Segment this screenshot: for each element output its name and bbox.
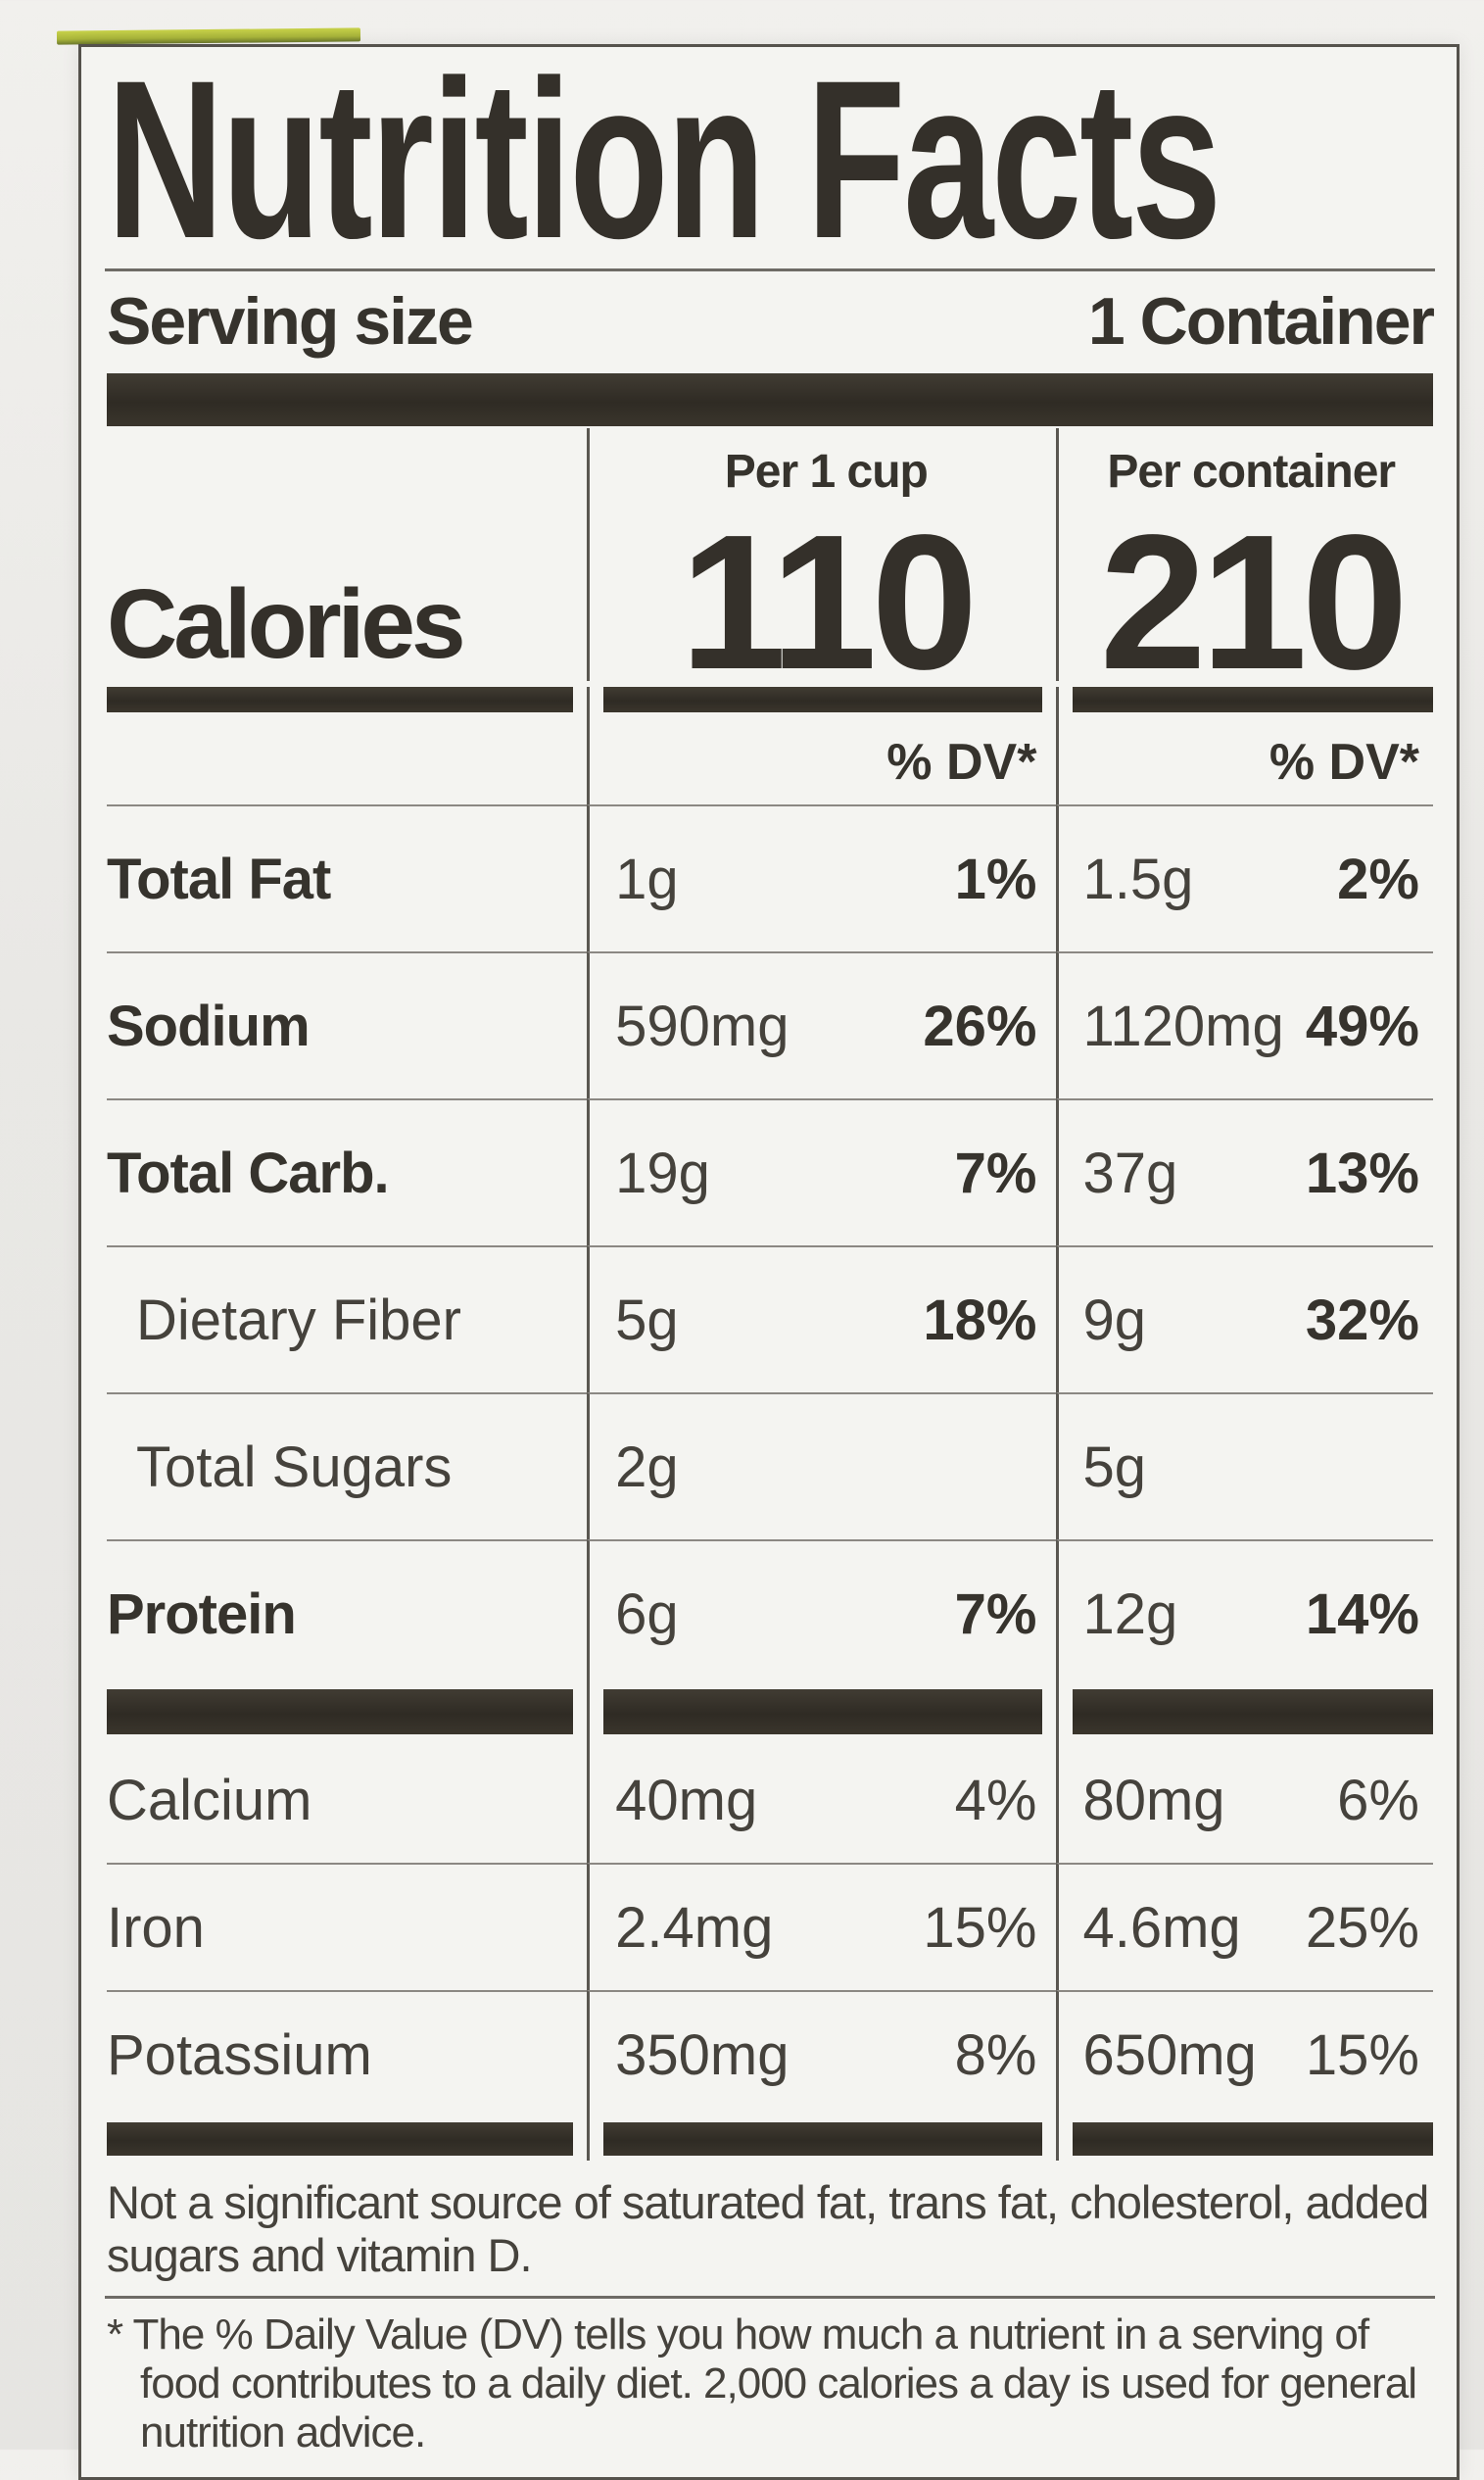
amount: 12g xyxy=(1082,1581,1178,1646)
daily-value: 15% xyxy=(1305,2022,1419,2087)
row-potassium-per-container: 650mg 15% xyxy=(1056,1990,1433,2117)
dv-header-per-container: % DV* xyxy=(1056,720,1433,804)
thick-separator-bar-mid-container xyxy=(1056,1686,1433,1737)
daily-value: 13% xyxy=(1305,1141,1419,1205)
row-dietary-fiber-per-container: 9g 32% xyxy=(1056,1245,1433,1392)
amount: 9g xyxy=(1082,1288,1146,1352)
daily-value: 15% xyxy=(923,1895,1037,1960)
daily-value: 8% xyxy=(954,2022,1037,2087)
row-calcium-per-cup: 40mg 4% xyxy=(587,1737,1056,1863)
daily-value: 7% xyxy=(954,1581,1037,1646)
row-total-carb-per-container: 37g 13% xyxy=(1056,1098,1433,1245)
amount: 80mg xyxy=(1082,1768,1225,1832)
dv-header-per-cup: % DV* xyxy=(587,720,1056,804)
row-sodium-per-container: 1120mg 49% xyxy=(1056,951,1433,1098)
amount: 590mg xyxy=(615,994,790,1058)
amount: 5g xyxy=(615,1288,679,1352)
row-protein-per-container: 12g 14% xyxy=(1056,1539,1433,1686)
amount: 4.6mg xyxy=(1082,1895,1241,1960)
amount: 2g xyxy=(615,1435,679,1499)
spacer-cell xyxy=(107,428,587,501)
row-name-iron: Iron xyxy=(107,1863,588,1990)
row-name-total-sugars: Total Sugars xyxy=(107,1392,588,1539)
row-name-dietary-fiber: Dietary Fiber xyxy=(107,1245,588,1392)
amount: 6g xyxy=(615,1581,679,1646)
daily-value: 18% xyxy=(923,1288,1037,1352)
calories-underline-cup xyxy=(587,687,1056,720)
thick-separator-bar-mid-cup xyxy=(587,1686,1056,1737)
serving-size-value: 1 Container xyxy=(1087,284,1435,359)
daily-value: 14% xyxy=(1305,1581,1419,1646)
amount: 19g xyxy=(615,1141,710,1205)
title-divider xyxy=(105,268,1435,271)
daily-value-footnote: * The % Daily Value (DV) tells you how m… xyxy=(107,2310,1417,2456)
row-total-fat-per-cup: 1g 1% xyxy=(587,804,1057,951)
daily-value: 6% xyxy=(1337,1768,1419,1832)
thick-separator-bar-top xyxy=(107,373,1433,426)
row-total-carb-per-cup: 19g 7% xyxy=(587,1098,1057,1245)
daily-value: 4% xyxy=(954,1768,1037,1832)
calories-label: Calories xyxy=(107,569,466,679)
column-header-per-container: Per container xyxy=(1056,428,1433,501)
row-name-potassium: Potassium xyxy=(107,1990,588,2117)
daily-value: 7% xyxy=(954,1141,1037,1205)
row-name-calcium: Calcium xyxy=(107,1768,312,1832)
daily-value: 26% xyxy=(923,994,1037,1058)
amount: 40mg xyxy=(615,1768,758,1832)
thick-separator-bar-bottom-container xyxy=(1056,2117,1433,2161)
daily-value: 25% xyxy=(1305,1895,1419,1960)
row-calcium-per-container: 80mg 6% xyxy=(1056,1737,1433,1863)
label-title: Nutrition Facts xyxy=(107,33,1221,285)
serving-size-label: Serving size xyxy=(107,284,474,359)
nutrition-table: Per 1 cup Per container Calories 110 210… xyxy=(107,428,1433,2161)
row-total-sugars-per-container: 5g xyxy=(1056,1392,1433,1539)
column-header-per-cup: Per 1 cup xyxy=(587,428,1056,501)
calories-underline-left xyxy=(107,687,587,720)
footnote-divider xyxy=(105,2296,1435,2299)
row-iron-per-container: 4.6mg 25% xyxy=(1056,1863,1433,1990)
row-total-fat-per-container: 1.5g 2% xyxy=(1056,804,1433,951)
amount: 350mg xyxy=(615,2022,790,2087)
daily-value: 49% xyxy=(1305,994,1419,1058)
row-iron-per-cup: 2.4mg 15% xyxy=(587,1863,1057,1990)
row-name-total-fat: Total Fat xyxy=(107,804,588,951)
amount: 1g xyxy=(615,847,679,911)
daily-value: 1% xyxy=(954,847,1037,911)
thick-separator-bar-bottom-cup xyxy=(587,2117,1056,2161)
amount: 5g xyxy=(1082,1435,1146,1499)
daily-value: 2% xyxy=(1337,847,1419,911)
amount: 37g xyxy=(1082,1141,1178,1205)
thick-separator-bar-mid-left xyxy=(107,1686,587,1737)
row-protein-per-cup: 6g 7% xyxy=(587,1539,1057,1686)
calories-per-container: 210 xyxy=(1056,501,1433,699)
row-potassium-per-cup: 350mg 8% xyxy=(587,1990,1057,2117)
calories-underline-container xyxy=(1056,687,1433,720)
daily-value: 32% xyxy=(1305,1288,1419,1352)
row-name-total-carb: Total Carb. xyxy=(107,1098,588,1245)
row-dietary-fiber-per-cup: 5g 18% xyxy=(587,1245,1057,1392)
serving-size-row: Serving size 1 Container xyxy=(107,271,1435,371)
spacer-cell xyxy=(107,720,587,804)
thick-separator-bar-bottom-left xyxy=(107,2117,587,2161)
row-name-sodium: Sodium xyxy=(107,951,588,1098)
nutrition-facts-label: Nutrition Facts Serving size 1 Container… xyxy=(78,44,1460,2480)
calories-per-cup: 110 xyxy=(587,501,1056,699)
amount: 2.4mg xyxy=(615,1895,774,1960)
amount: 650mg xyxy=(1082,2022,1257,2087)
row-name-protein: Protein xyxy=(107,1539,588,1686)
amount: 1.5g xyxy=(1082,847,1194,911)
amount: 1120mg xyxy=(1082,994,1284,1058)
insignificant-source-note: Not a significant source of saturated fa… xyxy=(107,2176,1429,2281)
row-sodium-per-cup: 590mg 26% xyxy=(587,951,1057,1098)
row-total-sugars-per-cup: 2g xyxy=(587,1392,1057,1539)
